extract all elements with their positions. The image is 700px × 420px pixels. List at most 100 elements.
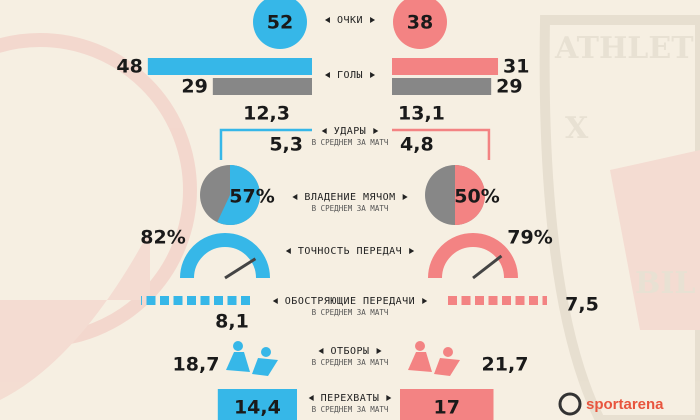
bg-text: BIL xyxy=(635,266,695,301)
key-pass-row xyxy=(448,296,547,305)
stat-value: 52 xyxy=(267,12,293,34)
arrow xyxy=(272,298,278,304)
player-icon xyxy=(226,352,250,372)
stat-value: 4,8 xyxy=(400,134,434,156)
stat-value: 21,7 xyxy=(482,354,529,376)
goal-bar xyxy=(392,78,492,95)
stat-sublabel: В СРЕДНЕМ ЗА МАТЧ xyxy=(312,138,389,147)
interception-bar xyxy=(400,389,494,420)
key-pass-square xyxy=(241,296,250,305)
stat-value: 79% xyxy=(507,227,552,249)
stat-value: 50% xyxy=(454,186,499,208)
left-logo-shape xyxy=(0,230,150,400)
key-pass-square xyxy=(502,296,511,305)
background-logos: ATHLET X BIL xyxy=(0,15,700,420)
stat-value: 17 xyxy=(434,397,460,419)
stat-value: 12,3 xyxy=(243,103,290,125)
arrow xyxy=(324,17,330,23)
player-icon xyxy=(252,358,278,376)
player-icon xyxy=(415,341,425,351)
arrow xyxy=(422,298,428,304)
stat-value: 29 xyxy=(181,76,207,98)
stat-label: ОТБОРЫ xyxy=(330,346,369,357)
arrow xyxy=(324,72,330,78)
right-logo-shield xyxy=(539,15,700,420)
brand-name: sportarena xyxy=(586,396,664,413)
key-pass-row xyxy=(141,296,250,305)
stat-value: 14,4 xyxy=(234,397,281,419)
arrow xyxy=(373,128,379,134)
arrow xyxy=(376,348,382,354)
points-circle xyxy=(393,0,447,49)
stat-label: ОБОСТРЯЮЩИЕ ПЕРЕДАЧИ xyxy=(285,296,415,307)
key-pass-square xyxy=(529,296,538,305)
key-pass-square xyxy=(200,296,210,305)
stat-value: 5,3 xyxy=(269,134,303,156)
stat-label: ГОЛЫ xyxy=(337,70,363,81)
key-pass-square xyxy=(214,296,223,305)
arrow xyxy=(292,194,298,200)
stat-sublabel: В СРЕДНЕМ ЗА МАТЧ xyxy=(312,204,389,213)
pie-slice xyxy=(217,165,261,226)
stat-sublabel: В СРЕДНЕМ ЗА МАТЧ xyxy=(312,308,389,317)
arrow xyxy=(285,248,291,254)
key-pass-square xyxy=(227,296,237,305)
arrow xyxy=(409,248,415,254)
interception-bar xyxy=(217,389,297,420)
stat-value: 57% xyxy=(229,186,274,208)
arrow xyxy=(370,17,376,23)
gauge-needle xyxy=(472,254,503,280)
arrow xyxy=(318,348,324,354)
key-pass-square xyxy=(160,296,169,305)
stat-label: ОЧКИ xyxy=(337,15,363,26)
shots-bracket xyxy=(392,128,491,160)
stat-value: 82% xyxy=(140,227,185,249)
player-icon xyxy=(233,341,243,351)
arrow xyxy=(402,194,408,200)
stat-label: ВЛАДЕНИЕ МЯЧОМ xyxy=(304,192,395,203)
bg-text: ATHLET xyxy=(554,31,694,66)
player-icon xyxy=(443,347,453,357)
key-pass-square xyxy=(542,296,547,305)
key-pass-square xyxy=(461,296,471,305)
brand: sportarena xyxy=(558,392,664,416)
arrow xyxy=(386,395,392,401)
key-pass-square xyxy=(448,296,457,305)
stat-value: 48 xyxy=(116,56,142,78)
gauge-needle xyxy=(224,257,257,280)
stat-value: 13,1 xyxy=(398,103,445,125)
stat-sublabel: В СРЕДНЕМ ЗА МАТЧ xyxy=(312,405,389,414)
arrow xyxy=(370,72,376,78)
key-pass-square xyxy=(187,296,196,305)
bg-text: X xyxy=(565,111,589,146)
stat-value: 31 xyxy=(503,56,529,78)
arrow xyxy=(308,395,314,401)
player-icon xyxy=(261,347,271,357)
stat-sublabel: В СРЕДНЕМ ЗА МАТЧ xyxy=(312,358,389,367)
key-pass-square xyxy=(146,296,156,305)
stat-label: ПЕРЕХВАТЫ xyxy=(321,393,380,404)
stat-label: ТОЧНОСТЬ ПЕРЕДАЧ xyxy=(298,246,402,257)
left-logo-ring xyxy=(0,33,197,347)
goal-bar xyxy=(212,78,312,95)
right-logo-stripes xyxy=(610,150,700,330)
shots-bracket xyxy=(219,128,312,160)
pie-slice xyxy=(455,165,485,225)
goal-bar xyxy=(147,58,312,75)
player-icon xyxy=(434,358,460,376)
stat-label: УДАРЫ xyxy=(334,126,367,137)
stat-value: 18,7 xyxy=(173,354,220,376)
goal-bar xyxy=(392,58,499,75)
key-pass-square xyxy=(141,296,142,305)
arrow xyxy=(321,128,327,134)
gauge-arc xyxy=(428,233,518,279)
key-pass-square xyxy=(475,296,484,305)
gauge-arc xyxy=(180,233,270,279)
player-icon xyxy=(408,352,432,372)
brand-icon xyxy=(558,392,582,416)
key-pass-square xyxy=(173,296,183,305)
key-pass-square xyxy=(488,296,498,305)
key-pass-square xyxy=(515,296,525,305)
stat-value: 38 xyxy=(407,12,433,34)
